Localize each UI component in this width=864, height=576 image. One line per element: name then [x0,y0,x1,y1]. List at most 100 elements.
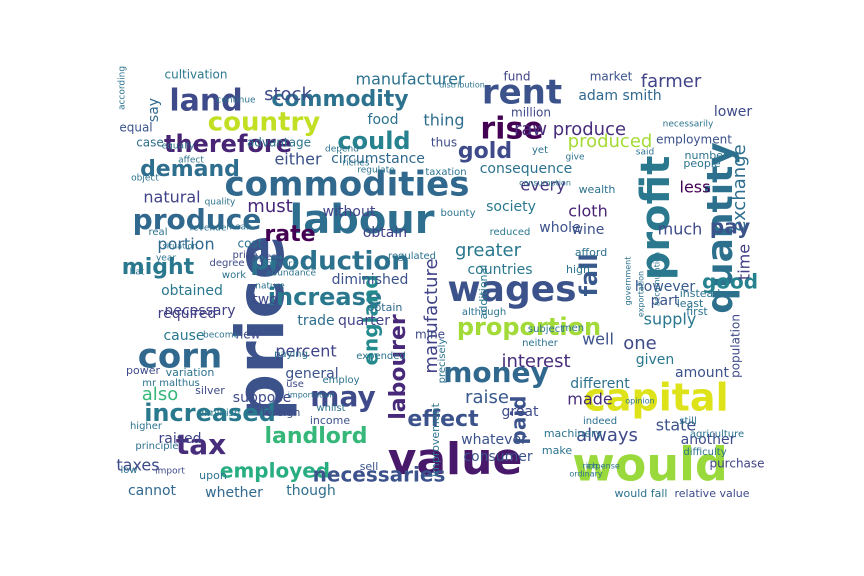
cloud-word: also [142,384,178,405]
cloud-word: sell [360,460,379,473]
cloud-word: less [680,178,711,197]
cloud-word: riches [342,159,369,169]
cloud-word: although [462,307,506,318]
cloud-word: pay [710,215,750,239]
cloud-word: exchange [729,144,750,231]
cloud-word: appear [246,252,282,263]
cloud-word: portion [157,235,214,254]
cloud-word: whatever [461,432,527,448]
cloud-word: object [131,174,159,184]
cloud-word: whilst [316,403,345,414]
cloud-word: raised [158,431,201,447]
cloud-word: cultivation [164,68,227,82]
cloud-word: production [250,247,410,277]
cloud-word: year [156,254,176,264]
cloud-word: raw produce [514,119,626,140]
cloud-word: employed [220,459,330,483]
cloud-word: first [686,305,708,318]
cloud-word: least [677,297,704,310]
cloud-word: cloth [568,202,607,221]
cloud-word: consumption [519,179,571,188]
cloud-word: taxes [116,456,159,475]
cloud-word: without [323,204,376,220]
cloud-word: exportation [637,271,646,317]
cloud-word: equal [119,121,152,135]
cloud-word: employ [322,375,359,386]
cloud-word: great [501,404,539,420]
cloud-word: produce [133,203,262,236]
cloud-word: might [122,255,195,280]
cloud-word: thing [423,111,464,130]
cloud-word: circumstance [331,151,425,167]
cloud-word: yet [532,145,548,156]
cloud-word: either [274,150,322,169]
cloud-word: relative value [674,487,749,500]
cloud-word: instead [680,287,721,300]
cloud-word: population [729,314,743,378]
cloud-word: make [542,444,572,457]
cloud-word: quantity [700,142,741,314]
cloud-word: opinion [625,397,654,406]
cloud-word: number [685,149,728,162]
cloud-word: equally [162,142,195,152]
cloud-word: good [702,270,758,294]
cloud-word: supply [644,310,697,329]
cloud-word: mine [415,328,445,342]
cloud-word: high [566,263,590,276]
cloud-word: depend [325,145,359,155]
cloud-word: england [359,274,383,365]
cloud-word: bounty [441,208,476,219]
cloud-word: whether [205,485,263,501]
cloud-word: situation [163,242,198,251]
cloud-word: one [623,333,657,354]
cloud-word: new [236,328,261,342]
cloud-word: accumulation [653,252,662,306]
cloud-word: consequence [480,161,573,177]
cloud-word: paying [274,349,308,360]
cloud-word: much [658,220,703,239]
cloud-word: precisely [437,339,448,384]
cloud-word: afford [575,246,607,259]
cloud-word: indeed [583,416,617,427]
cloud-word: diminished [332,272,409,288]
cloud-word: money [443,356,549,389]
cloud-word: wages [447,269,576,310]
cloud-word: improvement [429,402,442,476]
cloud-word: taxation [425,167,466,178]
cloud-word: paid [507,396,531,445]
cloud-word: two [252,292,278,308]
cloud-word: million [511,106,551,120]
cloud-word: upon [199,469,227,482]
cloud-word: rate [264,222,315,247]
cloud-word: necessary [164,303,235,319]
cloud-word: society [486,199,536,215]
cloud-word: work [222,270,246,281]
cloud-word: low [120,465,137,476]
cloud-word: could [337,127,410,155]
cloud-word: give [565,153,585,163]
cloud-word: increase [268,283,382,311]
cloud-word: time [735,244,754,280]
cloud-word: obtain [368,301,403,314]
cloud-word: would [572,438,728,492]
cloud-word: say [146,98,162,122]
cloud-word: state [656,416,697,435]
cloud-word: though [286,483,336,499]
cloud-word: nature [255,282,285,292]
cloud-word: mr malthus [142,378,200,389]
cloud-word: case [136,136,164,150]
cloud-word: expended [356,351,406,362]
cloud-word: profit [633,156,679,281]
cloud-word: tax [176,428,226,461]
cloud-word: neither [522,338,559,349]
cloud-word: additional [477,265,490,320]
cloud-word: commodities [225,165,470,205]
cloud-word: every [520,176,565,195]
cloud-word: variation [166,366,215,379]
cloud-word: lower [714,104,753,120]
cloud-word: greater [455,240,522,261]
cloud-word: capital [583,376,728,420]
cloud-word: therefore [164,130,292,158]
cloud-word: principle [135,441,178,452]
